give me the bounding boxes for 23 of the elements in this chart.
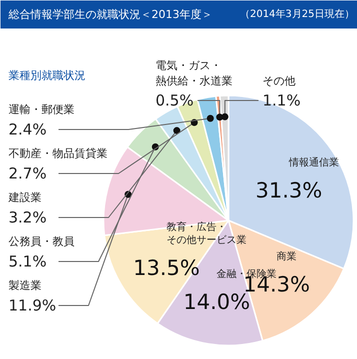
data-label: 13.5% bbox=[133, 256, 200, 280]
data-label: 0.5% bbox=[156, 92, 194, 110]
data-label: 31.3% bbox=[255, 178, 322, 202]
slice-label: 公務員・教員 bbox=[8, 235, 74, 248]
data-label: 11.9% bbox=[8, 296, 56, 314]
slice-label: 教育・広告・その他サービス業 bbox=[166, 220, 246, 246]
slice-label: 電気・ガス・熱供給・水道業 bbox=[156, 58, 232, 88]
slice-label: 情報通信業 bbox=[288, 156, 339, 168]
data-label: 2.7% bbox=[8, 164, 47, 182]
chart-subtitle: （2014年3月25日現在） bbox=[240, 8, 355, 20]
data-label: 14.0% bbox=[183, 290, 250, 314]
slice-label: 商業 bbox=[276, 250, 297, 263]
chart-title: 総合情報学部生の就職状況＜2013年度＞ bbox=[8, 8, 212, 21]
text: 業種別就職状況 bbox=[8, 69, 86, 82]
slice-label: 運輸・郵便業 bbox=[8, 103, 74, 116]
slice-label: 製造業 bbox=[8, 279, 42, 292]
data-label: 2.4% bbox=[8, 120, 47, 138]
slice-label: 不動産・物品賃貸業 bbox=[8, 147, 108, 160]
data-label: 5.1% bbox=[8, 252, 47, 270]
slice-label: 建設業 bbox=[8, 191, 42, 204]
slice-label: その他 bbox=[262, 74, 296, 88]
data-label: 3.2% bbox=[8, 208, 47, 226]
data-label: 1.1% bbox=[262, 92, 301, 110]
